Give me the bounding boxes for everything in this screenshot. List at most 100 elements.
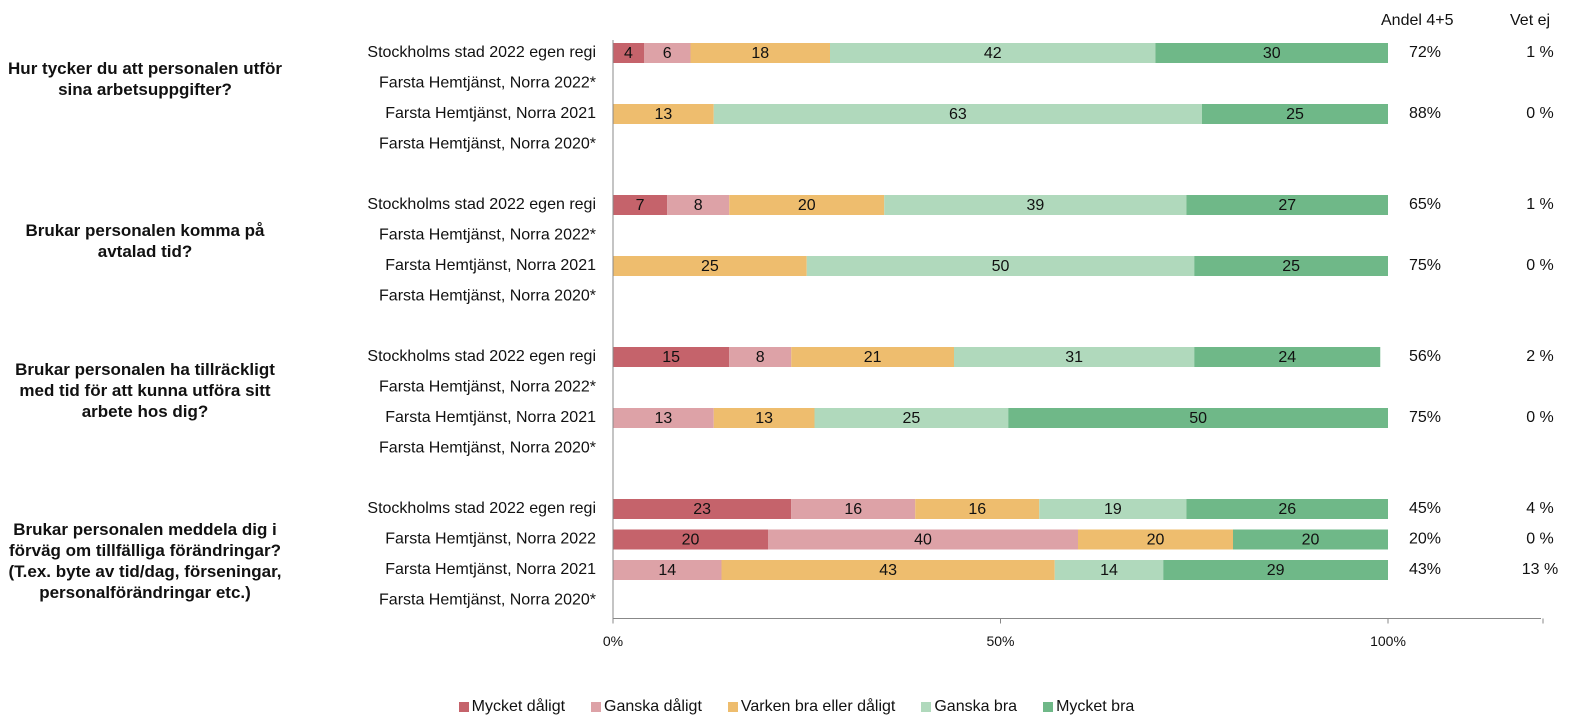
bar-segment <box>814 408 1009 428</box>
share-45-value: 72% <box>1409 44 1441 61</box>
data-label: 26 <box>1278 501 1296 518</box>
bar-segment <box>713 408 815 428</box>
legend-swatch <box>591 702 602 712</box>
header-share-45: Andel 4+5 <box>1381 12 1454 29</box>
data-label: 21 <box>864 349 882 366</box>
bar-segment <box>1039 499 1187 519</box>
legend-item-varken: Varken bra eller dåligt <box>727 698 896 716</box>
row-label: Stockholms stad 2022 egen regi <box>367 44 596 61</box>
data-label: 20 <box>1147 532 1165 549</box>
row-label: Farsta Hemtjänst, Norra 2020* <box>379 288 596 305</box>
data-label: 24 <box>1278 349 1296 366</box>
data-label: 25 <box>701 258 719 275</box>
row-label: Farsta Hemtjänst, Norra 2021 <box>385 409 596 426</box>
bar-segment <box>613 499 792 519</box>
data-label: 42 <box>984 45 1002 62</box>
share-45-value: 75% <box>1409 409 1441 426</box>
bar-segment <box>768 529 1078 550</box>
row-label: Farsta Hemtjänst, Norra 2022* <box>379 75 596 92</box>
question-1: Hur tycker du att personalen utför sina … <box>8 59 282 99</box>
row-label: Farsta Hemtjänst, Norra 2020* <box>379 136 596 153</box>
data-label: 13 <box>654 410 672 427</box>
row-label: Farsta Hemtjänst, Norra 2021 <box>385 561 596 578</box>
data-label: 50 <box>992 258 1010 275</box>
legend-label: Mycket dåligt <box>471 698 566 715</box>
row-label: Stockholms stad 2022 egen regi <box>367 348 596 365</box>
bar-segment <box>1155 43 1388 63</box>
bar-segment <box>1163 560 1388 580</box>
data-label: 25 <box>1282 258 1300 275</box>
bar-segment <box>915 499 1040 519</box>
data-label: 4 <box>624 45 633 62</box>
data-label: 14 <box>658 562 676 579</box>
data-label: 29 <box>1267 562 1285 579</box>
dont-know-value: 1 % <box>1526 196 1554 213</box>
bar-segment <box>613 560 722 580</box>
bar-segment <box>613 529 768 550</box>
dont-know-value: 4 % <box>1526 500 1554 517</box>
share-45-value: 65% <box>1409 196 1441 213</box>
data-label: 13 <box>654 106 672 123</box>
data-label: 25 <box>1286 106 1304 123</box>
data-label: 15 <box>662 349 680 366</box>
question-3: Brukar personalen ha tillräckligt med ti… <box>15 360 275 421</box>
dont-know-value: 2 % <box>1526 348 1554 365</box>
legend-label: Ganska dåligt <box>604 698 702 715</box>
bar-segment <box>667 195 730 215</box>
data-label: 20 <box>798 197 816 214</box>
x-tick-label: 50% <box>986 633 1014 649</box>
bar-segment <box>1202 104 1388 124</box>
row-label: Farsta Hemtjänst, Norra 2022 <box>385 531 596 548</box>
share-45-value: 75% <box>1409 257 1441 274</box>
legend-item-mycket-bra: Mycket bra <box>1043 698 1134 716</box>
data-label: 16 <box>968 501 986 518</box>
bar-segment <box>791 499 916 519</box>
bar-segment <box>729 195 885 215</box>
question-4: Brukar personalen meddela dig i förväg o… <box>8 520 282 602</box>
bar-segment <box>1194 256 1388 276</box>
bar-segment <box>613 195 668 215</box>
share-45-value: 20% <box>1409 531 1441 548</box>
data-label: 50 <box>1189 410 1207 427</box>
row-label: Farsta Hemtjänst, Norra 2020* <box>379 592 596 609</box>
data-label: 16 <box>844 501 862 518</box>
data-label: 23 <box>693 501 711 518</box>
data-label: 30 <box>1263 45 1281 62</box>
bar-segment <box>644 43 691 63</box>
row-label: Farsta Hemtjänst, Norra 2020* <box>379 440 596 457</box>
data-label: 39 <box>1026 197 1044 214</box>
legend-swatch <box>727 702 738 712</box>
bar-segment <box>1008 408 1388 428</box>
question-2: Brukar personalen komma på avtalad tid? <box>25 221 265 261</box>
row-label: Farsta Hemtjänst, Norra 2021 <box>385 105 596 122</box>
x-tick-label: 0% <box>603 633 623 649</box>
bar-segment <box>613 43 644 63</box>
bar-segment <box>830 43 1156 63</box>
legend-item-ganska-bra: Ganska bra <box>921 698 1017 716</box>
data-label: 40 <box>914 532 932 549</box>
legend-item-mycket-daligt: Mycket dåligt <box>458 698 566 716</box>
bar-segment <box>613 256 807 276</box>
data-label: 63 <box>949 106 967 123</box>
share-45-value: 45% <box>1409 500 1441 517</box>
share-45-value: 43% <box>1409 561 1441 578</box>
bar-segment <box>1233 529 1388 550</box>
bar-segment <box>1186 499 1388 519</box>
bar-segment <box>1186 195 1388 215</box>
legend-label: Varken bra eller dåligt <box>740 698 896 715</box>
dont-know-value: 0 % <box>1526 105 1554 122</box>
bar-segment <box>1054 560 1164 580</box>
legend: Mycket dåligt Ganska dåligt Varken bra e… <box>0 698 1593 716</box>
data-label: 18 <box>751 45 769 62</box>
legend-swatch <box>1043 702 1054 712</box>
bar-segment <box>713 104 1202 124</box>
share-45-value: 56% <box>1409 348 1441 365</box>
dont-know-value: 0 % <box>1526 257 1554 274</box>
legend-label: Ganska bra <box>934 698 1018 715</box>
data-label: 7 <box>636 197 645 214</box>
legend-item-ganska-daligt: Ganska dåligt <box>591 698 702 716</box>
bar-segment <box>613 347 730 367</box>
row-label: Farsta Hemtjänst, Norra 2022* <box>379 379 596 396</box>
bar-segment <box>690 43 830 63</box>
